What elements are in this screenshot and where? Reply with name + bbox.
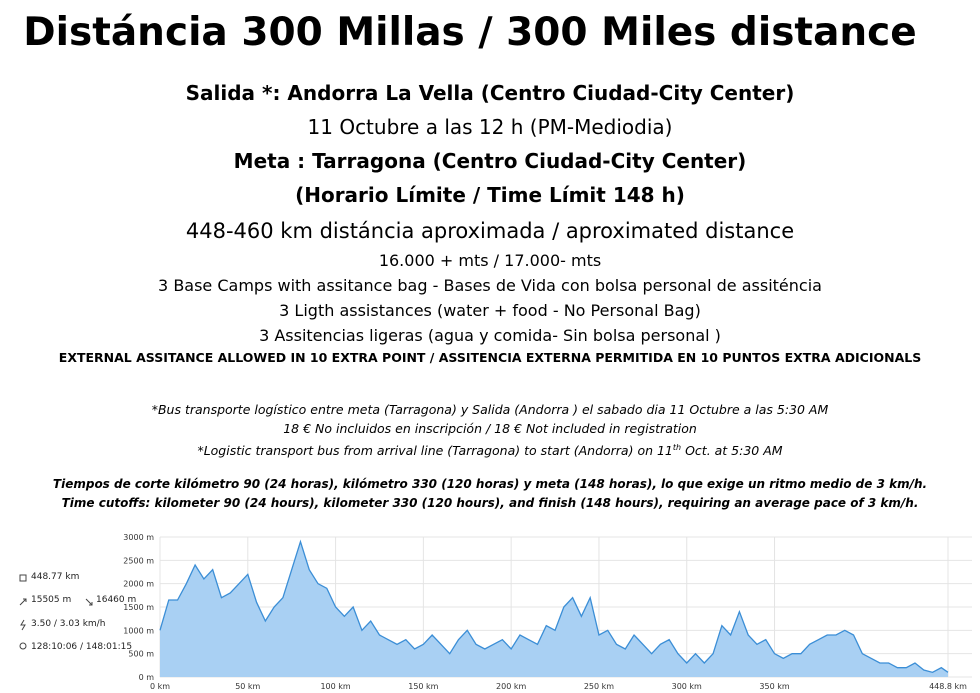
superscript: th [672,443,682,452]
note: 18 € No incluidos en inscripción / 18 € … [283,421,697,436]
info-lines: Salida *: Andorra La Vella (Centro Ciuda… [0,76,980,368]
x-tick-label: 300 km [672,682,702,691]
note: *Bus transporte logístico entre meta (Ta… [151,402,829,417]
x-tick-label: 350 km [759,682,789,691]
note-part: *Logistic transport bus from arrival lin… [197,443,673,459]
area-fill [160,541,948,677]
cutoff: Time cutoffs: kilometer 90 (24 hours), k… [61,496,919,510]
icon [19,642,27,650]
info-line: 448-460 km distáncia aproximada / aproxi… [185,219,795,243]
elevation-chart: 448.77 km 15505 m 16460 m 3.50 / 3.03 km… [19,533,972,691]
elevation-line [159,539,949,674]
info-line: 16.000 + mts / 17.000- mts [378,251,602,270]
info-line: EXTERNAL ASSITANCE ALLOWED IN 10 EXTRA P… [58,350,922,365]
y-tick-label: 500 m [128,650,154,659]
x-tick-label: 150 km [408,682,438,691]
info-line: Salida *: Andorra La Vella (Centro Ciuda… [185,81,795,105]
cutoffs: Tiempos de corte kilómetro 90 (24 horas)… [0,475,980,513]
stat: 448.77 km [31,572,79,582]
x-tick-label: 0 km [150,682,170,691]
info-line: (Horario Límite / Time Límit 148 h) [295,183,685,207]
y-tick-label: 1000 m [123,626,154,635]
info-line: 3 Base Camps with assitance bag - Bases … [158,276,822,295]
y-tick-label: 2000 m [123,580,154,589]
icon [20,619,26,631]
title: Distáncia 300 Millas / 300 Miles distanc… [23,10,917,55]
icon [19,598,27,606]
stat: 16460 m [96,595,136,605]
x-tick-label: 100 km [320,682,350,691]
y-tick-label: 1500 m [123,603,154,612]
stat: 3.50 / 3.03 km/h [31,619,105,629]
stat: 128:10:06 / 148:01:15 [31,642,132,652]
cutoff: Tiempos de corte kilómetro 90 (24 horas)… [52,477,928,491]
note-part: Oct. at 5:30 AM [681,443,783,459]
note: *Logistic transport bus from arrival lin… [0,438,980,460]
icon [19,574,27,582]
y-tick-label: 3000 m [123,533,154,542]
stats: 448.77 km 15505 m 16460 m 3.50 / 3.03 km… [19,572,136,652]
notes: *Bus transporte logístico entre meta (Ta… [0,400,980,460]
info-line: Meta : Tarragona (Centro Ciudad-City Cen… [233,149,747,173]
info-line: 3 Assitencias ligeras (agua y comida- Si… [259,326,721,345]
y-tick-label: 0 m [139,673,155,682]
info-line: 11 Octubre a las 12 h (PM-Mediodia) [307,115,673,139]
y-tick-label: 2500 m [123,556,154,565]
icon [85,598,93,606]
stat: 15505 m [31,595,71,605]
x-tick-label: 448.8 km [929,682,967,691]
x-tick-label: 250 km [584,682,614,691]
info-line: 3 Ligth assistances (water + food - No P… [279,301,701,320]
x-tick-label: 50 km [235,682,260,691]
x-tick-label: 200 km [496,682,526,691]
